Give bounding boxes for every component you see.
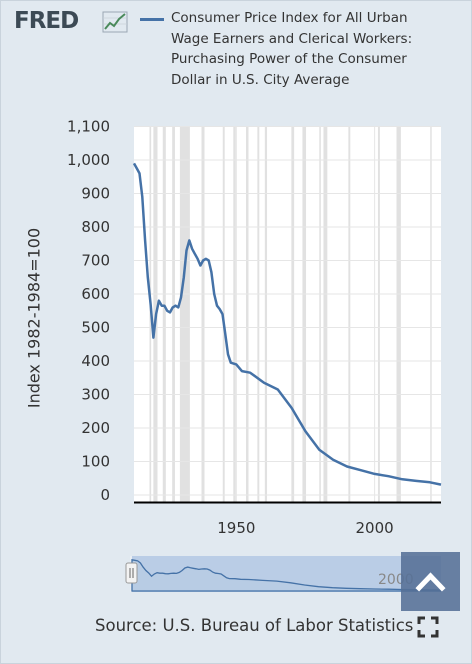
legend-swatch [140,18,164,21]
recession-band [319,126,321,502]
y-tick-label: 500 [81,319,110,337]
y-tick-label: 600 [81,285,110,303]
back-to-top-button[interactable] [401,552,460,611]
recession-band [430,126,432,502]
recession-bands [149,126,432,502]
recession-band [377,126,380,502]
recession-band [222,126,225,502]
recession-band [396,126,401,502]
recession-band [246,126,249,502]
recession-band [233,126,236,502]
recession-band [264,126,268,502]
chevron-up-icon [415,572,446,592]
legend-series-name[interactable]: Consumer Price Index for All Urban Wage … [171,10,413,88]
recession-band [162,126,166,502]
x-tick-labels: 1950 2000 [217,519,393,537]
y-tick-label: 1,000 [67,151,110,169]
recession-band [257,126,260,502]
y-tick-label: 800 [81,218,110,236]
fred-logo[interactable]: FRED [14,8,79,34]
x-tick-label: 1950 [217,519,255,537]
recession-band [323,126,328,502]
y-tick-label: 1,100 [67,118,110,136]
recession-band [172,126,175,502]
y-tick-labels: 0 100 200 300 400 500 600 700 800 900 1,000 1,100 [67,118,110,505]
recession-band [201,126,205,502]
gridlines [134,126,441,502]
navigator-series-line [131,559,442,592]
recession-band [348,126,351,502]
navigator-left-handle[interactable] [125,562,138,584]
navigator: 2000 [125,556,442,592]
recession-band [302,126,307,502]
y-tick-label: 300 [81,386,110,404]
y-tick-label: 900 [81,185,110,203]
recession-band [179,126,190,502]
y-tick-label: 100 [81,453,110,471]
y-tick-label: 400 [81,352,110,370]
series-line [132,162,442,486]
source-text: Source: U.S. Bureau of Labor Statistics [95,616,414,635]
y-tick-label: 0 [100,486,110,504]
fullscreen-icon[interactable] [417,616,439,638]
recession-band [291,126,295,502]
y-tick-label: 700 [81,252,110,270]
y-tick-label: 200 [81,419,110,437]
x-tick-label: 2000 [356,519,394,537]
logo-chart-icon [102,11,128,33]
